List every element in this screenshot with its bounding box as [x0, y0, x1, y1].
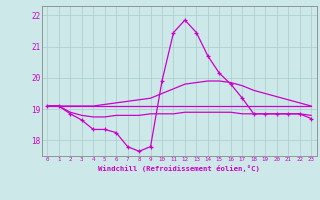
X-axis label: Windchill (Refroidissement éolien,°C): Windchill (Refroidissement éolien,°C) — [98, 165, 260, 172]
